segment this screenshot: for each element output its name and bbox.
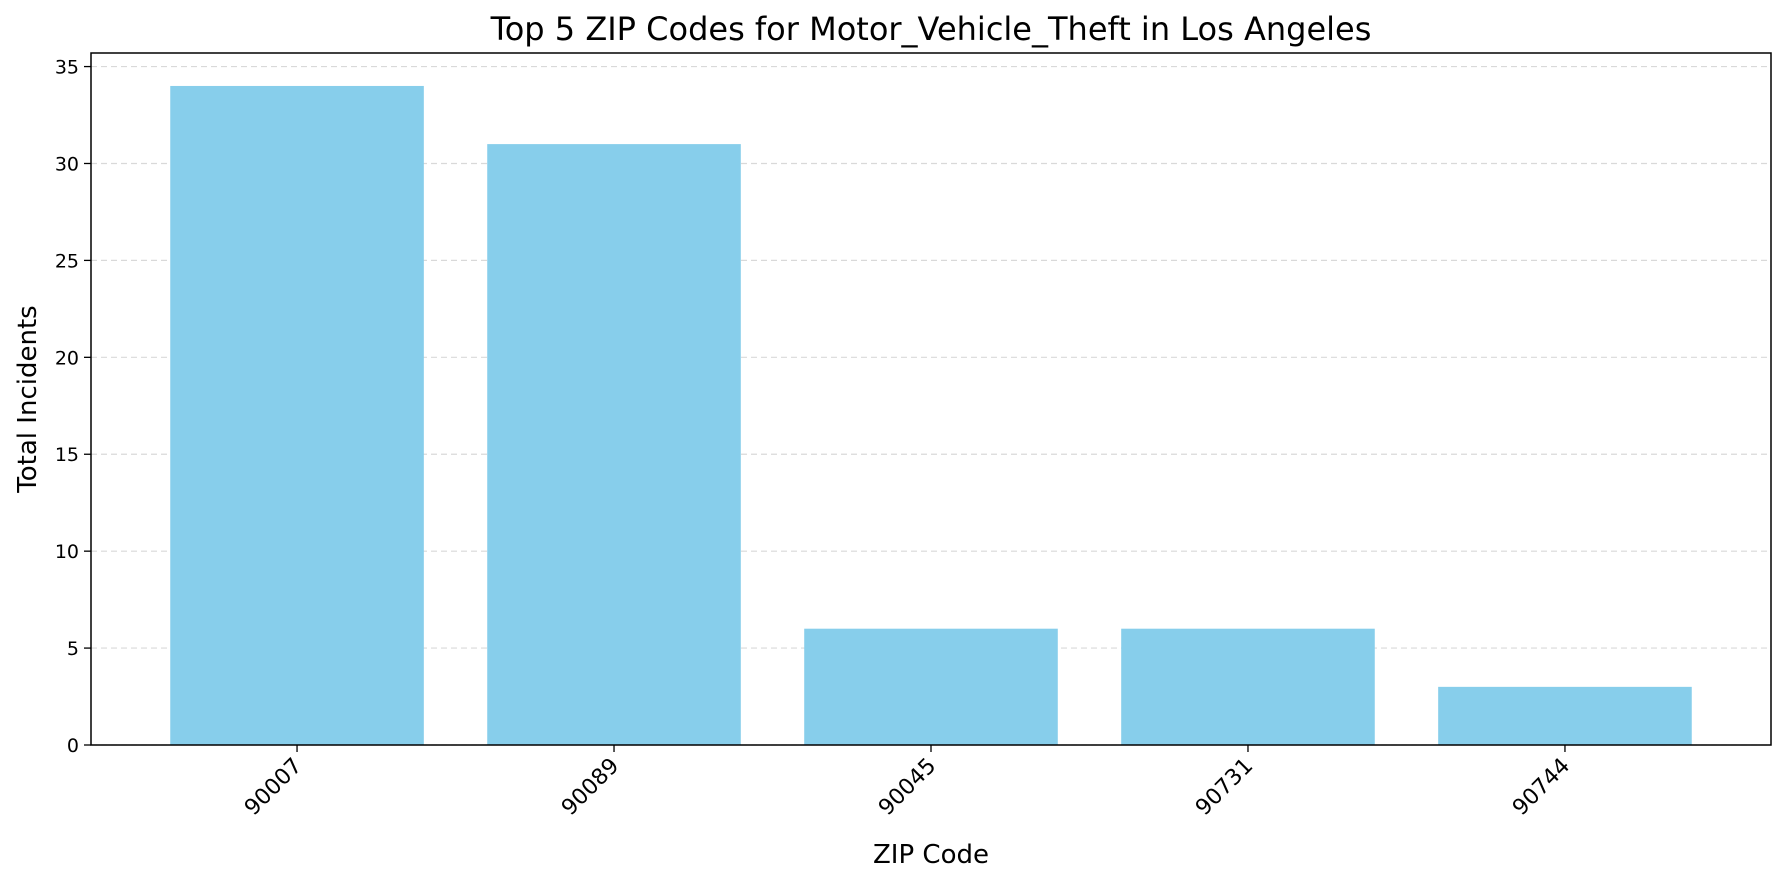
y-tick-label: 35 <box>55 57 79 79</box>
bar <box>170 85 424 745</box>
x-tick-label: 90045 <box>874 754 941 821</box>
bar <box>804 628 1058 745</box>
x-axis-ticks: 90007 90089 90045 90731 90744 <box>240 745 1575 821</box>
x-tick-label: 90731 <box>1191 754 1258 821</box>
bar <box>487 144 741 745</box>
x-axis-label: ZIP Code <box>873 840 989 870</box>
y-tick-label: 0 <box>67 735 79 757</box>
y-tick-label: 20 <box>55 347 79 369</box>
y-axis-label: Total Incidents <box>13 305 43 493</box>
y-tick-label: 30 <box>55 153 79 175</box>
y-axis-ticks: 0 5 10 15 20 25 30 35 <box>55 57 91 757</box>
bar <box>1438 686 1692 745</box>
y-tick-label: 15 <box>55 444 79 466</box>
y-tick-label: 10 <box>55 541 79 563</box>
x-tick-label: 90007 <box>240 754 307 821</box>
y-tick-label: 25 <box>55 250 79 272</box>
chart-title: Top 5 ZIP Codes for Motor_Vehicle_Theft … <box>490 10 1372 48</box>
bar <box>1121 628 1375 745</box>
y-tick-label: 5 <box>67 638 79 660</box>
x-tick-label: 90744 <box>1508 754 1575 821</box>
bars <box>170 85 1692 745</box>
x-tick-label: 90089 <box>557 754 624 821</box>
